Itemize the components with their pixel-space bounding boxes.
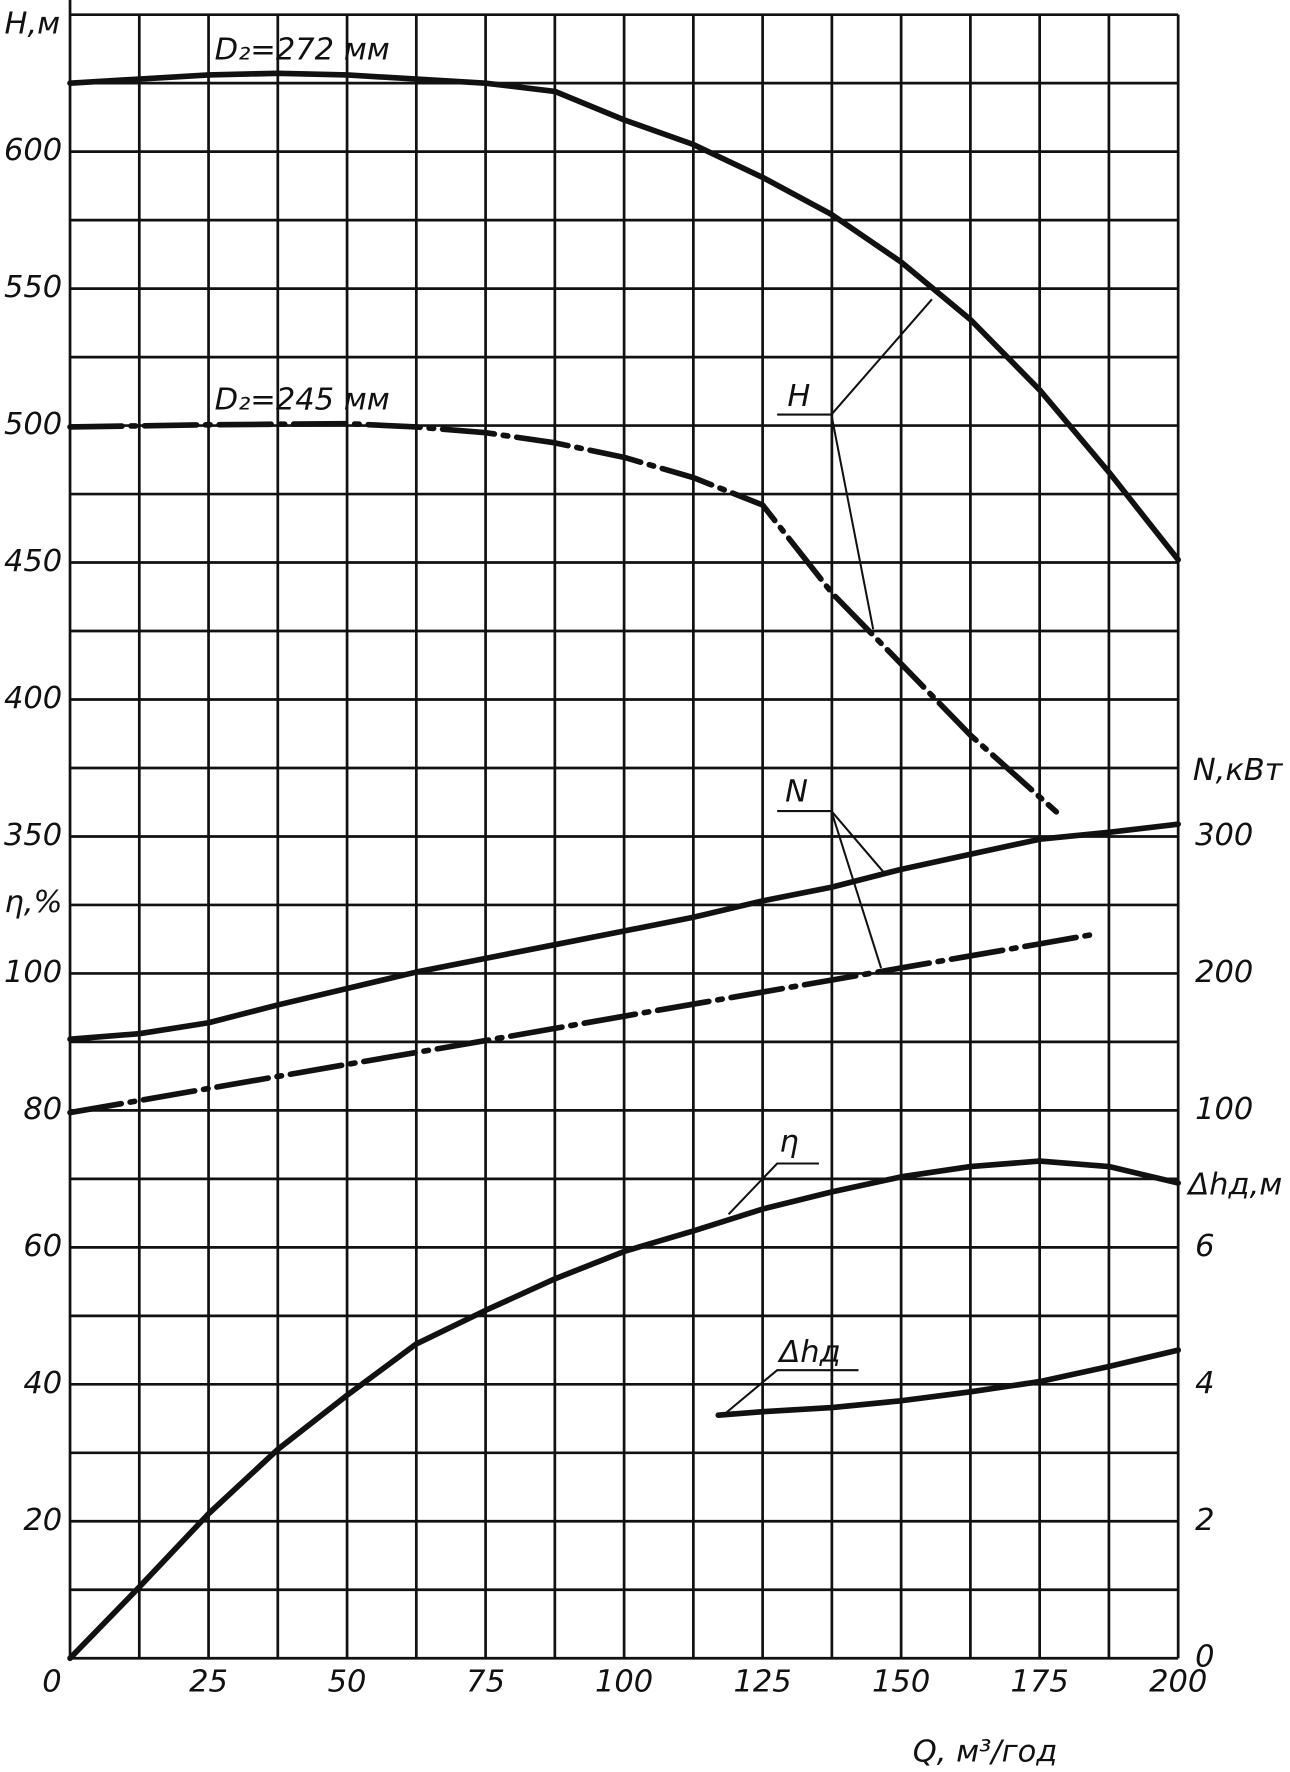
y4-axis-label: Δhд,м xyxy=(1186,1168,1282,1203)
y-tick-label: 4 xyxy=(1195,1366,1214,1401)
y-tick-label: 200 xyxy=(1195,955,1253,990)
annotation: D₂=272 мм xyxy=(215,32,390,67)
y-tick-label: 6 xyxy=(1195,1229,1214,1264)
x-tick-label: 0 xyxy=(42,1665,61,1700)
y2-axis-label: N,кВт xyxy=(1193,753,1284,788)
annotation: D₂=245 мм xyxy=(215,383,390,418)
curve xyxy=(67,931,1098,1116)
y-tick-label: 40 xyxy=(23,1366,62,1401)
y-tick-label: 450 xyxy=(4,544,62,579)
y-tick-label: 350 xyxy=(4,818,62,853)
y-tick-label: 400 xyxy=(4,681,62,716)
curve xyxy=(67,420,1060,815)
y-tick-label: 20 xyxy=(23,1503,62,1538)
y-tick-label: 300 xyxy=(1195,818,1253,853)
x-tick-label: 50 xyxy=(328,1665,367,1700)
annotation: Δhд xyxy=(777,1335,840,1370)
y-tick-label: 100 xyxy=(1195,1092,1253,1127)
curve xyxy=(67,821,1181,1042)
y-tick-label: 80 xyxy=(23,1092,62,1127)
curve xyxy=(715,1347,1181,1418)
y3-axis-label: η,% xyxy=(5,885,63,920)
x-tick-label: 25 xyxy=(189,1665,228,1700)
y-tick-label: 2 xyxy=(1195,1503,1214,1538)
x-tick-label: 100 xyxy=(595,1665,653,1700)
x-tick-label: 75 xyxy=(466,1665,505,1700)
x-tick-label: 175 xyxy=(1011,1665,1069,1700)
y-tick-label: 60 xyxy=(23,1229,62,1264)
x-tick-label: 150 xyxy=(872,1665,930,1700)
y-tick-label: 500 xyxy=(4,407,62,442)
x-tick-label: 125 xyxy=(734,1665,792,1700)
annotation: η xyxy=(779,1125,798,1160)
curve xyxy=(67,70,1181,563)
y-tick-label: 0 xyxy=(1195,1640,1214,1675)
y-tick-label: 550 xyxy=(4,270,62,305)
curve xyxy=(67,1158,1181,1662)
y-tick-label: 100 xyxy=(4,955,62,990)
annotation: N xyxy=(785,774,808,809)
y-tick-label: 600 xyxy=(4,133,62,168)
leader-line xyxy=(727,1162,819,1216)
annotation: H xyxy=(787,379,810,414)
x-tick-label: 200 xyxy=(1149,1665,1207,1700)
y-axis-label: H,м xyxy=(5,6,61,41)
x-axis-label: Q, м³/год xyxy=(913,1735,1058,1770)
